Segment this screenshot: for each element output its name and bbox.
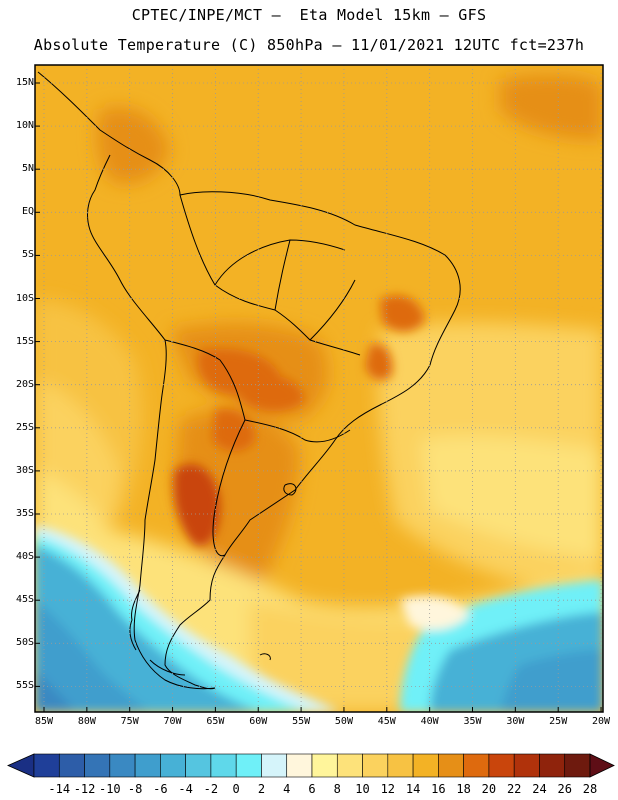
colorbar-label: -12 [73,782,96,796]
colorbar-label: -8 [127,782,143,796]
colorbar-swatch [564,753,591,778]
lon-label: 55W [292,716,311,727]
colorbar-label: -2 [203,782,219,796]
lat-label: 10S [15,292,34,304]
colorbar-swatch [84,753,111,778]
colorbar-swatch [58,753,85,778]
colorbar-label: 26 [557,782,572,796]
colorbar-swatch [33,753,60,778]
colorbar-label: 8 [333,782,341,796]
colorbar-swatch [488,753,515,778]
lat-label: 35S [15,508,34,519]
lon-label: 80W [77,716,96,727]
chart-title-line-1: CPTEC/INPE/MCT – Eta Model 15km – GFS [131,6,487,24]
colorbar-swatch [438,753,464,778]
lon-label: 45W [377,716,396,727]
lat-label: EQ [21,206,34,218]
chart-title-line-2: Absolute Temperature (C) 850hPa – 11/01/… [33,36,585,54]
colorbar-swatch [387,753,414,778]
colorbar-swatch [412,753,439,778]
colorbar-swatch [185,753,212,778]
colorbar-swatch [336,753,363,778]
colorbar-label: -14 [48,782,71,796]
temperature-field [35,65,603,712]
colorbar-max-triangle [589,753,615,778]
lon-label: 65W [206,716,225,727]
lat-label: 25S [15,421,34,433]
colorbar-swatch [109,753,136,778]
lon-label: 60W [249,716,268,727]
lat-label: 15N [15,77,34,88]
colorbar-swatch [261,753,288,778]
colorbar-label: 28 [582,782,598,796]
lon-label: 20W [592,716,611,727]
lon-label: 75W [120,716,139,727]
colorbar-swatch [134,753,161,778]
lat-label: 20S [15,378,34,390]
colorbar-swatch [210,753,237,778]
lon-label: 25W [549,716,568,727]
lat-lon-grid [35,65,603,712]
map-frame [34,64,604,713]
colorbar-label: 20 [481,782,497,796]
colorbar-min-triangle [7,753,35,778]
colorbar-label: 12 [380,782,396,796]
colorbar-label: 18 [456,782,471,796]
colorbar-swatch [463,753,490,778]
colorbar-label: 22 [506,782,522,796]
lat-label: 10N [15,120,34,132]
colorbar-label: 0 [232,782,240,796]
colorbar-label: 4 [283,782,291,796]
lat-label: 50S [15,637,34,649]
colorbar-swatch [513,753,540,778]
colorbar-swatch [362,753,389,778]
colorbar-label: 2 [257,782,266,796]
colorbar-swatch [235,753,262,778]
lon-label: 40W [420,716,439,727]
lat-label: 5N [21,163,34,175]
lon-label: 70W [163,716,182,727]
lon-label: 85W [34,716,54,727]
colorbar-label: -10 [98,782,121,796]
colorbar-label: 10 [355,782,370,796]
colorbar-swatch [311,753,338,778]
lat-label: 45S [15,594,34,606]
lat-label: 55S [15,680,34,692]
colorbar-label: 16 [431,782,446,796]
colorbar-label: 14 [405,782,421,796]
colorbar-label: -4 [178,782,193,796]
colorbar-label: 24 [532,782,547,796]
lat-label: 30S [15,464,34,476]
colorbar-label: -6 [153,782,168,796]
lon-label: 30W [506,716,525,727]
lat-label: 15S [15,335,34,347]
lon-label: 50W [334,716,353,727]
color-bar [7,753,615,778]
lon-label: 35W [463,716,482,727]
colorbar-swatch [160,753,186,778]
colorbar-swatch [286,753,313,778]
colorbar-label: 6 [308,782,316,796]
colorbar-swatch [539,753,566,778]
lat-label: 5S [21,249,34,261]
lat-label: 40S [15,551,34,563]
